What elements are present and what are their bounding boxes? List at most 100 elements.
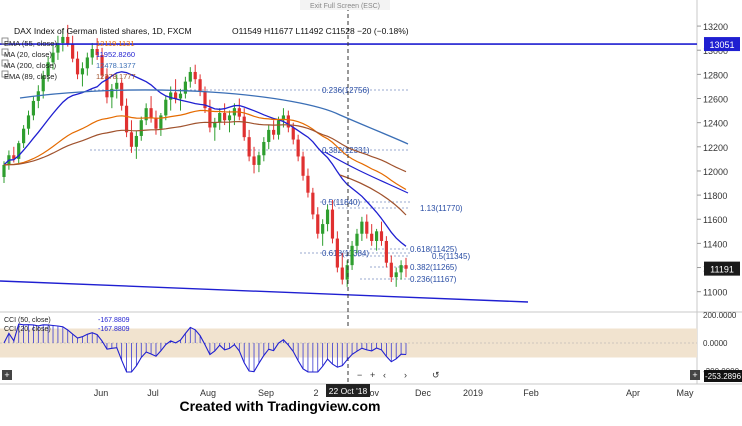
candle-body[interactable] [325, 209, 330, 225]
exit-fullscreen-button[interactable] [300, 0, 390, 10]
candle-body[interactable] [370, 233, 374, 241]
candle-body[interactable] [188, 71, 192, 82]
candle-body[interactable] [46, 62, 50, 76]
candle-body[interactable] [51, 52, 55, 63]
candle-body[interactable] [100, 55, 104, 76]
candle-body[interactable] [85, 57, 89, 69]
legend-name: EMA (89, close) [4, 72, 57, 81]
candle-body[interactable] [149, 108, 153, 118]
candle-body[interactable] [360, 221, 364, 234]
candle-body[interactable] [31, 100, 36, 116]
candle-body[interactable] [335, 238, 339, 268]
candle-body[interactable] [208, 108, 212, 128]
candle-body[interactable] [2, 164, 6, 177]
zoom-out-icon[interactable]: − [357, 370, 362, 380]
candle-body[interactable] [330, 209, 335, 239]
candle-body[interactable] [80, 68, 85, 75]
candle-body[interactable] [120, 82, 124, 106]
legend-toggle-icon[interactable] [1, 70, 9, 78]
candle-body[interactable] [389, 262, 393, 278]
y-tick-label: 12200 [703, 143, 728, 153]
candle-body[interactable] [394, 272, 398, 278]
candle-body[interactable] [75, 58, 80, 75]
add-right-pane-icon[interactable] [690, 370, 700, 380]
candle-body[interactable] [281, 115, 286, 121]
candle-body[interactable] [173, 92, 178, 99]
candle-body[interactable] [71, 44, 75, 59]
support-trendline[interactable] [0, 280, 529, 303]
candle-body[interactable] [129, 132, 134, 147]
zoom-in-icon[interactable]: + [370, 370, 375, 380]
candle-body[interactable] [61, 36, 65, 43]
candle-body[interactable] [306, 175, 310, 193]
candle-body[interactable] [183, 81, 187, 94]
candle-body[interactable] [139, 120, 143, 136]
candle-body[interactable] [365, 221, 369, 234]
candle-body[interactable] [110, 88, 114, 98]
candle-body[interactable] [56, 42, 60, 53]
candle-body[interactable] [124, 105, 129, 133]
legend-toggle-icon[interactable] [1, 48, 9, 56]
legend-toggle-icon[interactable] [1, 37, 9, 45]
candle-body[interactable] [316, 214, 320, 234]
candle-body[interactable] [291, 127, 295, 140]
candle-body[interactable] [213, 122, 217, 128]
candle-body[interactable] [203, 91, 207, 109]
candle-body[interactable] [134, 135, 138, 147]
candle-body[interactable] [26, 115, 31, 129]
x-tick-label: Nov [363, 388, 380, 398]
candle-body[interactable] [262, 141, 266, 156]
candle-body[interactable] [66, 36, 70, 45]
candle-body[interactable] [296, 139, 300, 157]
candle-body[interactable] [242, 116, 246, 138]
candle-body[interactable] [267, 129, 271, 142]
reset-icon[interactable]: ↺ [432, 370, 440, 380]
candle-body[interactable] [17, 143, 21, 159]
scroll-left-icon[interactable]: ‹ [383, 370, 386, 380]
tradingview-credit[interactable]: Created with Tradingview.com [179, 398, 381, 414]
candle-body[interactable] [350, 245, 354, 266]
fib-level-label: 0.5(11840) [322, 198, 360, 207]
candle-body[interactable] [193, 71, 197, 80]
candle-body[interactable] [321, 224, 325, 234]
candle-body[interactable] [178, 93, 183, 99]
candle-body[interactable] [286, 115, 290, 128]
candle-body[interactable] [384, 240, 388, 263]
candle-body[interactable] [301, 156, 305, 176]
candle-body[interactable] [340, 267, 344, 280]
candle-body[interactable] [218, 113, 222, 123]
candle-body[interactable] [257, 155, 261, 165]
candle-body[interactable] [272, 129, 276, 135]
candle-body[interactable] [164, 99, 168, 116]
candle-body[interactable] [247, 137, 251, 157]
candle-body[interactable] [144, 108, 148, 121]
candle-body[interactable] [404, 265, 408, 269]
candle-body[interactable] [374, 231, 379, 241]
candle-body[interactable] [399, 265, 403, 273]
candle-body[interactable] [379, 231, 384, 241]
candle-body[interactable] [41, 75, 45, 92]
add-pane-icon[interactable] [2, 370, 12, 380]
candle-body[interactable] [345, 265, 349, 280]
fib-level-label: 0.382(11265) [410, 263, 457, 272]
candle-body[interactable] [154, 117, 158, 129]
candle-body[interactable] [252, 156, 256, 165]
candle-body[interactable] [115, 82, 119, 89]
candle-body[interactable] [223, 113, 227, 121]
candle-body[interactable] [198, 79, 202, 92]
candle-body[interactable] [276, 120, 281, 135]
candle-body[interactable] [90, 49, 94, 58]
candle-body[interactable] [22, 128, 26, 144]
legend-toggle-icon[interactable] [1, 59, 9, 67]
candle-body[interactable] [355, 233, 359, 246]
scroll-right-icon[interactable]: › [404, 370, 407, 380]
candle-body[interactable] [105, 75, 109, 98]
candle-body[interactable] [169, 92, 173, 100]
candle-body[interactable] [12, 155, 16, 159]
candle-body[interactable] [95, 49, 99, 56]
candle-body[interactable] [159, 115, 163, 129]
candle-body[interactable] [311, 192, 315, 215]
y-tick-label: 11400 [703, 239, 727, 249]
candle-body[interactable] [227, 115, 232, 121]
